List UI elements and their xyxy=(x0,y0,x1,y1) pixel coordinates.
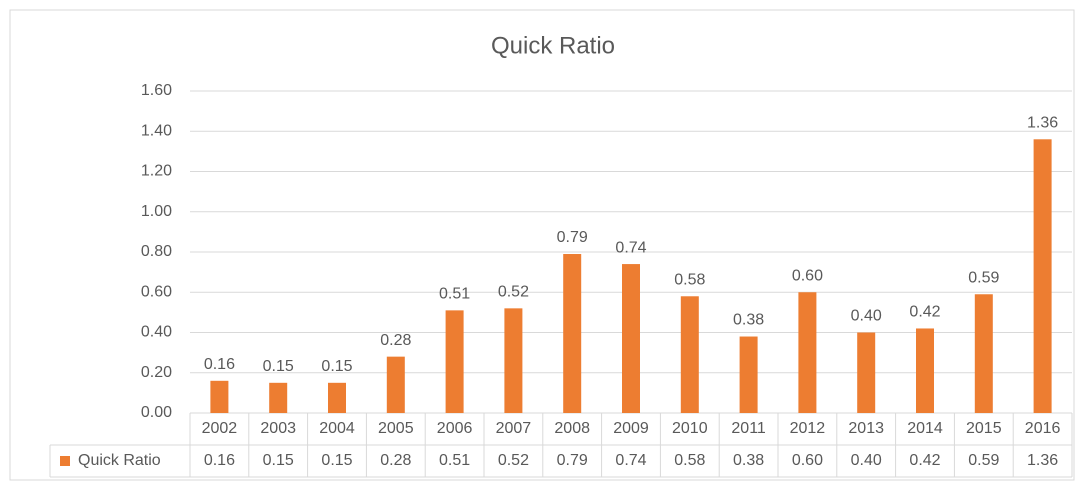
x-tick-label: 2014 xyxy=(907,420,943,437)
data-label: 0.51 xyxy=(439,286,470,303)
x-tick-label: 2003 xyxy=(260,420,296,437)
data-label: 0.15 xyxy=(321,358,352,375)
x-tick-label: 2007 xyxy=(496,420,532,437)
y-tick-label: 1.00 xyxy=(141,203,172,220)
bar xyxy=(974,294,993,413)
bar xyxy=(445,310,464,413)
data-label: 0.40 xyxy=(851,308,882,325)
data-label: 0.28 xyxy=(380,332,411,349)
chart-border xyxy=(9,9,1075,481)
x-tick-label: 2010 xyxy=(672,420,708,437)
bar xyxy=(739,336,758,413)
y-tick-label: 0.40 xyxy=(141,324,172,341)
y-tick-label: 1.20 xyxy=(141,163,172,180)
table-value: 0.60 xyxy=(792,452,823,469)
table-value: 0.15 xyxy=(321,452,352,469)
data-label: 0.74 xyxy=(615,239,646,256)
bar xyxy=(328,382,346,413)
data-label: 0.42 xyxy=(909,304,940,321)
chart-title: Quick Ratio xyxy=(491,32,615,59)
bar xyxy=(563,254,582,413)
data-label: 0.52 xyxy=(498,284,529,301)
data-label: 0.58 xyxy=(674,271,705,288)
bar xyxy=(504,308,523,413)
data-label: 0.15 xyxy=(263,358,294,375)
bar xyxy=(680,296,699,413)
table-value: 0.16 xyxy=(204,452,235,469)
bar xyxy=(386,356,405,413)
table-value: 0.42 xyxy=(909,452,940,469)
legend-swatch xyxy=(60,456,70,466)
bar xyxy=(269,382,288,413)
table-value: 0.59 xyxy=(968,452,999,469)
bar xyxy=(210,380,229,413)
x-tick-label: 2015 xyxy=(966,420,1002,437)
data-label: 0.38 xyxy=(733,312,764,329)
legend-label: Quick Ratio xyxy=(78,452,161,469)
bar xyxy=(916,328,934,413)
y-tick-label: 0.60 xyxy=(141,283,172,300)
table-value: 0.51 xyxy=(439,452,470,469)
y-tick-label: 0.20 xyxy=(141,364,172,381)
bar xyxy=(798,292,817,413)
y-tick-label: 0.80 xyxy=(141,243,172,260)
y-tick-label: 0.00 xyxy=(141,404,172,421)
data-label: 0.59 xyxy=(968,269,999,286)
table-value: 0.38 xyxy=(733,452,764,469)
y-tick-label: 1.60 xyxy=(141,82,172,99)
x-tick-label: 2009 xyxy=(613,420,649,437)
bar xyxy=(622,264,640,413)
data-label: 0.60 xyxy=(792,267,823,284)
x-tick-label: 2005 xyxy=(378,420,414,437)
table-value: 0.58 xyxy=(674,452,705,469)
table-value: 0.74 xyxy=(615,452,646,469)
table-value: 0.52 xyxy=(498,452,529,469)
x-tick-label: 2011 xyxy=(731,420,766,437)
x-tick-label: 2012 xyxy=(790,420,826,437)
x-tick-label: 2004 xyxy=(319,420,355,437)
x-tick-label: 2008 xyxy=(554,420,590,437)
table-value: 0.28 xyxy=(380,452,411,469)
y-tick-label: 1.40 xyxy=(141,122,172,139)
x-tick-label: 2002 xyxy=(202,420,238,437)
x-tick-label: 2006 xyxy=(437,420,473,437)
table-value: 0.40 xyxy=(851,452,882,469)
x-tick-label: 2016 xyxy=(1025,420,1061,437)
data-label: 1.36 xyxy=(1027,115,1058,132)
table-value: 0.79 xyxy=(557,452,588,469)
bar xyxy=(857,332,876,413)
bar xyxy=(1033,139,1052,414)
x-tick-label: 2013 xyxy=(848,420,884,437)
data-label: 0.16 xyxy=(204,356,235,373)
table-value: 1.36 xyxy=(1027,452,1058,469)
table-value: 0.15 xyxy=(263,452,294,469)
data-label: 0.79 xyxy=(557,229,588,246)
